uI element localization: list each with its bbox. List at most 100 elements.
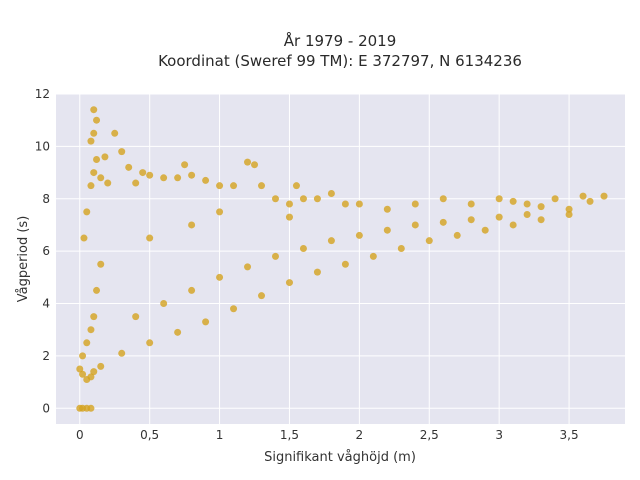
data-point <box>341 200 349 208</box>
data-point <box>453 231 461 239</box>
data-point <box>299 195 307 203</box>
data-point <box>495 195 503 203</box>
data-point <box>146 339 154 347</box>
data-point <box>230 182 238 190</box>
x-tick-label: 2,5 <box>420 428 439 442</box>
data-point <box>181 161 189 169</box>
data-point <box>132 179 140 187</box>
data-point <box>80 234 88 242</box>
x-tick-label: 0 <box>76 428 84 442</box>
data-point <box>216 208 224 216</box>
y-tick-label: 2 <box>42 349 50 363</box>
data-point <box>90 313 98 321</box>
data-point <box>397 245 405 253</box>
data-point <box>439 218 447 226</box>
data-point <box>90 106 98 114</box>
data-point <box>139 169 147 177</box>
data-point <box>160 174 168 182</box>
data-point <box>76 365 84 373</box>
plot-area <box>56 94 625 424</box>
data-point <box>83 208 91 216</box>
data-point <box>327 190 335 198</box>
data-point <box>467 200 475 208</box>
data-point <box>579 192 587 200</box>
data-point <box>244 263 252 271</box>
y-tick-label: 4 <box>42 297 50 311</box>
data-point <box>202 176 210 184</box>
data-point <box>146 171 154 179</box>
data-point <box>565 210 573 218</box>
data-point <box>271 195 279 203</box>
x-tick-label: 2 <box>356 428 364 442</box>
data-point <box>90 368 98 376</box>
data-point <box>481 226 489 234</box>
data-point <box>93 286 101 294</box>
data-point <box>258 292 266 300</box>
data-point <box>537 216 545 224</box>
y-tick-label: 0 <box>42 401 50 415</box>
data-points <box>76 106 608 412</box>
data-point <box>586 197 594 205</box>
y-axis-label: Vågperiod (s) <box>16 216 31 303</box>
data-point <box>439 195 447 203</box>
data-point <box>174 328 182 336</box>
chart-title-line1: År 1979 - 2019 <box>284 31 397 50</box>
data-point <box>251 161 259 169</box>
data-point <box>87 404 95 412</box>
data-point <box>341 260 349 268</box>
data-point <box>111 129 119 137</box>
data-point <box>87 326 95 334</box>
data-point <box>523 210 531 218</box>
y-tick-label: 8 <box>42 192 50 206</box>
y-tick-label: 12 <box>35 87 50 101</box>
data-point <box>355 200 363 208</box>
data-point <box>299 245 307 253</box>
data-point <box>230 305 238 313</box>
data-point <box>313 268 321 276</box>
data-point <box>600 192 608 200</box>
data-point <box>383 226 391 234</box>
data-point <box>355 231 363 239</box>
data-point <box>537 203 545 211</box>
x-tick-label: 0,5 <box>140 428 159 442</box>
data-point <box>146 234 154 242</box>
x-tick-label: 3 <box>495 428 503 442</box>
data-point <box>90 129 98 137</box>
data-point <box>509 197 517 205</box>
data-point <box>118 349 126 357</box>
data-point <box>97 174 105 182</box>
data-point <box>104 179 112 187</box>
data-point <box>369 252 377 260</box>
data-point <box>285 200 293 208</box>
chart-title-line2: Koordinat (Sweref 99 TM): E 372797, N 61… <box>158 52 522 70</box>
data-point <box>188 286 196 294</box>
data-point <box>90 169 98 177</box>
data-point <box>523 200 531 208</box>
x-tick-label: 3,5 <box>560 428 579 442</box>
data-point <box>132 313 140 321</box>
data-point <box>93 155 101 163</box>
data-point <box>285 279 293 287</box>
data-point <box>160 300 168 308</box>
data-point <box>292 182 300 190</box>
data-point <box>97 260 105 268</box>
data-point <box>244 158 252 166</box>
y-tick-label: 10 <box>35 139 50 153</box>
data-point <box>383 205 391 213</box>
data-point <box>495 213 503 221</box>
x-axis-label: Signifikant våghöjd (m) <box>264 450 416 465</box>
data-point <box>87 137 95 145</box>
data-point <box>258 182 266 190</box>
data-point <box>97 362 105 370</box>
data-point <box>188 221 196 229</box>
data-point <box>79 370 87 378</box>
data-point <box>87 373 95 381</box>
x-tick-label: 1,5 <box>280 428 299 442</box>
data-point <box>118 148 126 156</box>
y-tick-label: 6 <box>42 244 50 258</box>
x-axis-ticks: 0 0,5 1 1,5 2 2,5 3 3,5 <box>76 428 579 442</box>
data-point <box>565 205 573 213</box>
data-point <box>551 195 559 203</box>
data-point <box>216 273 224 281</box>
